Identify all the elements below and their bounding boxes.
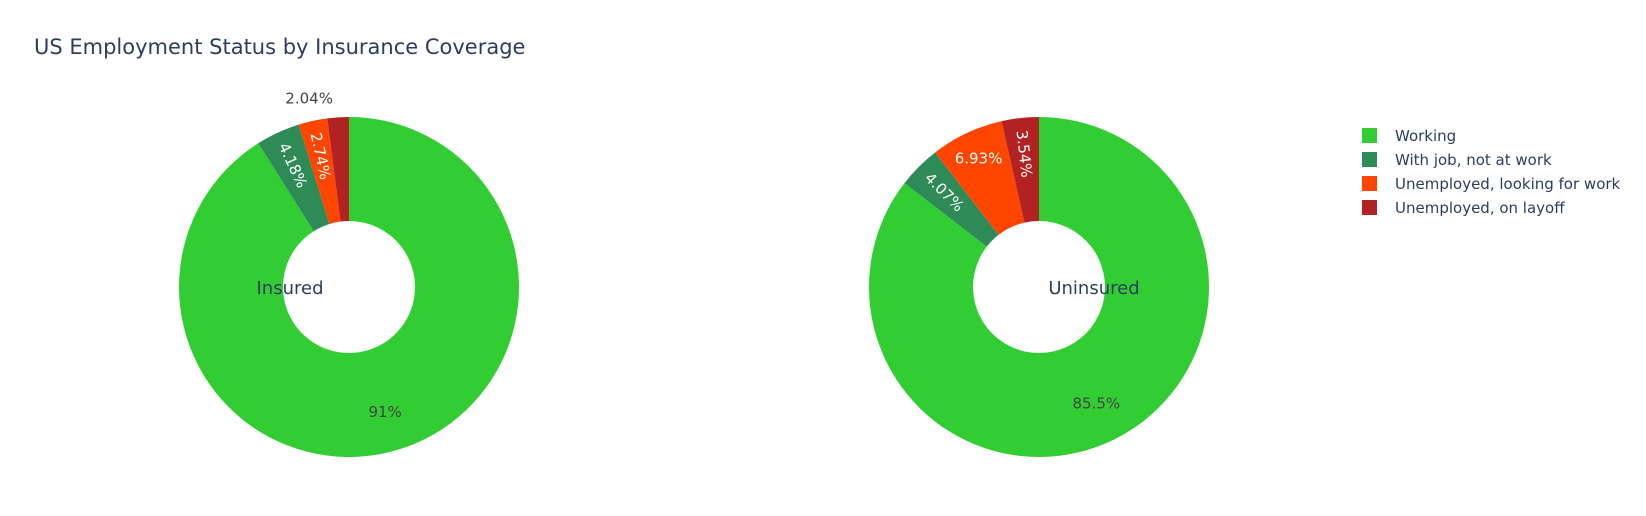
slice-uninsured-working[interactable] <box>869 117 1210 457</box>
legend-swatch <box>1362 176 1377 191</box>
legend-item-with-job-not-at-work[interactable]: With job, not at work <box>1362 151 1552 169</box>
legend-swatch <box>1362 128 1377 143</box>
slice-label-insured-unemployed-on-layoff: 2.04% <box>285 89 333 107</box>
slice-insured-unemployed-on-layoff[interactable] <box>327 117 349 222</box>
donut-insured: 91%4.18%2.74%2.04%Insured <box>179 89 519 457</box>
slice-insured-with-job-not-at-work[interactable] <box>258 124 330 232</box>
legend-item-unemployed-looking-for-work[interactable]: Unemployed, looking for work <box>1362 175 1621 193</box>
slice-label-insured-working: 91% <box>368 403 401 421</box>
slice-label-uninsured-working: 85.5% <box>1072 395 1120 413</box>
pie-title-insured: Insured <box>256 278 323 299</box>
legend-item-unemployed-on-layoff[interactable]: Unemployed, on layoff <box>1362 199 1565 217</box>
slice-uninsured-with-job-not-at-work[interactable] <box>904 152 999 247</box>
slice-uninsured-unemployed-looking-for-work[interactable] <box>935 121 1025 235</box>
slice-label-uninsured-unemployed-on-layoff: 3.54% <box>1013 129 1036 178</box>
legend-label: With job, not at work <box>1395 151 1552 169</box>
donut-charts: 91%4.18%2.74%2.04%Insured85.5%4.07%6.93%… <box>179 89 1210 457</box>
legend[interactable]: Working With job, not at work Unemployed, … <box>1362 127 1621 217</box>
legend-swatch <box>1362 152 1377 167</box>
slice-uninsured-unemployed-on-layoff[interactable] <box>1001 117 1039 223</box>
slice-insured-working[interactable] <box>179 117 519 457</box>
legend-item-working[interactable]: Working <box>1362 127 1456 145</box>
slice-label-uninsured-unemployed-looking-for-work: 6.93% <box>955 150 1003 168</box>
chart-title: US Employment Status by Insurance Covera… <box>34 35 525 59</box>
legend-label: Unemployed, on layoff <box>1395 199 1565 217</box>
legend-swatch <box>1362 200 1377 215</box>
legend-label: Working <box>1395 127 1456 145</box>
slice-insured-unemployed-looking-for-work[interactable] <box>298 118 341 224</box>
pie-title-uninsured: Uninsured <box>1048 278 1139 299</box>
legend-label: Unemployed, looking for work <box>1395 175 1621 193</box>
donut-uninsured: 85.5%4.07%6.93% 3.54%Uninsured <box>869 117 1210 457</box>
